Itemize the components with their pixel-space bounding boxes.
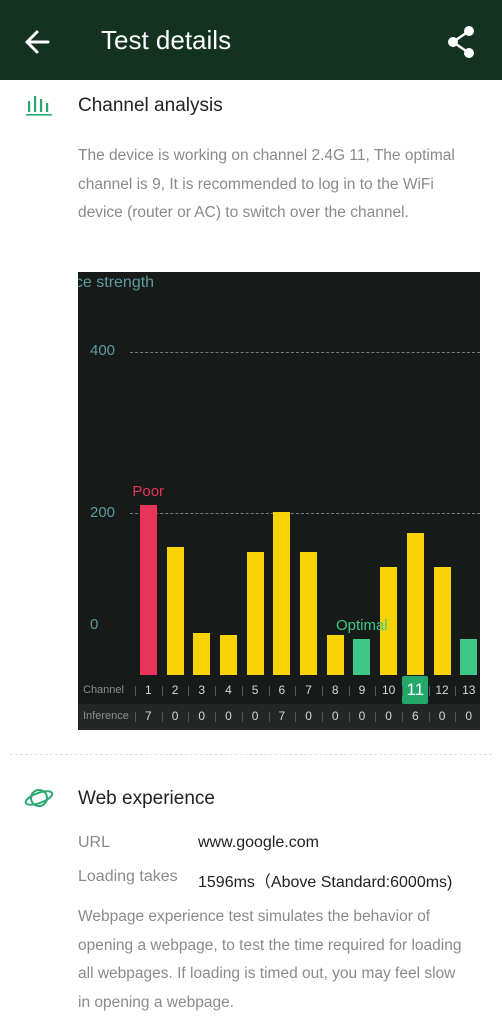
channel-row-separator — [321, 686, 323, 696]
y-tick-0: 0 — [90, 616, 99, 633]
inference-row-separator — [215, 712, 217, 722]
share-button[interactable] — [440, 22, 484, 62]
y-tick-400: 400 — [90, 342, 116, 359]
channel-row-separator — [188, 686, 190, 696]
inference-value-5: 0 — [251, 709, 259, 723]
channel-row-separator — [348, 686, 350, 696]
channel-label-3: 3 — [198, 683, 206, 697]
inference-row-separator — [375, 712, 377, 722]
bar-channel-10 — [380, 566, 398, 675]
inference-row-separator — [295, 712, 297, 722]
channel-label-9: 9 — [358, 683, 366, 697]
channel-analysis-description: The device is working on channel 2.4G 11… — [78, 147, 455, 221]
bar-channel-8 — [326, 634, 344, 675]
channel-label-5: 5 — [251, 683, 259, 697]
inference-row-separator — [161, 712, 163, 722]
inference-row-separator — [428, 712, 430, 722]
channel-row-separator — [295, 686, 297, 696]
inference-row-label: Inference — [83, 710, 129, 722]
arrow-left-icon — [25, 30, 50, 54]
channel-analysis-title: Channel analysis — [78, 95, 223, 116]
web-experience-title: Web experience — [78, 788, 215, 809]
inference-value-7: 0 — [305, 709, 312, 723]
bar-channel-7 — [300, 552, 318, 675]
channel-row-separator — [241, 686, 243, 696]
inference-value-10: 0 — [385, 709, 392, 723]
app-bar: Test details — [0, 0, 502, 80]
channel-label-12: 12 — [435, 683, 449, 697]
inference-row-separator — [188, 712, 190, 722]
inference-value-12: 0 — [438, 709, 446, 723]
planet-icon — [24, 789, 54, 807]
inference-value-1: 7 — [145, 709, 152, 723]
inference-value-4: 0 — [225, 709, 232, 723]
channel-label-7: 7 — [305, 683, 312, 697]
bar-annotation-9: Optimal — [335, 617, 388, 635]
chart-y-axis-label: nce strength — [78, 274, 155, 291]
web-experience-description: Webpage experience test simulates the be… — [78, 908, 462, 1011]
channel-row-label: Channel — [83, 684, 124, 696]
bar-channel-1 — [139, 505, 157, 675]
inference-row: Inference 7 0 0 0 0 7 0 0 0 0 6 0 0 — [78, 704, 480, 730]
gridline-400 — [130, 352, 480, 353]
inference-row-separator — [455, 712, 457, 722]
inference-row-separator — [402, 712, 403, 722]
channel-row-separator — [375, 686, 377, 696]
bar-channel-4 — [219, 634, 237, 675]
channel-label-13: 13 — [462, 683, 476, 697]
url-value: www.google.com — [198, 834, 319, 851]
loading-label: Loading takes — [78, 868, 178, 885]
bar-channel-3 — [193, 633, 211, 675]
back-button[interactable] — [18, 22, 60, 62]
channel-label-4: 4 — [225, 683, 232, 697]
inference-row-separator — [135, 712, 136, 722]
inference-value-9: 0 — [358, 709, 366, 723]
bar-channel-12 — [433, 566, 451, 675]
channel-row-separator — [455, 686, 457, 696]
bar-annotation-1: Poor — [132, 483, 165, 501]
url-label: URL — [78, 834, 111, 851]
section-divider — [10, 754, 492, 755]
inference-row-separator — [241, 712, 243, 722]
loading-value: 1596ms（Above Standard:6000ms) — [198, 874, 453, 891]
bar-channel-9 — [353, 639, 371, 675]
channel-row-separator — [402, 686, 403, 696]
inference-row-separator — [321, 712, 323, 722]
channel-row-separator — [215, 686, 217, 696]
inference-value-3: 0 — [198, 709, 206, 723]
bar-chart-icon — [26, 96, 52, 116]
inference-value-6: 7 — [278, 709, 286, 723]
channel-label-2: 2 — [171, 683, 179, 697]
channel-label-6: 6 — [278, 683, 286, 697]
inference-value-11: 6 — [412, 709, 419, 723]
inference-value-2: 0 — [171, 709, 179, 723]
share-icon — [448, 26, 474, 58]
channel-row-separator — [135, 686, 136, 696]
inference-value-8: 0 — [331, 709, 339, 723]
channel-label-1: 1 — [145, 683, 152, 697]
inference-row-separator — [268, 712, 270, 722]
bar-channel-5 — [246, 552, 264, 675]
bar-channel-11 — [406, 532, 424, 675]
y-tick-200: 200 — [90, 504, 116, 521]
channel-row-separator — [428, 686, 430, 696]
channel-label-10: 10 — [381, 683, 396, 697]
page-title: Test details — [101, 25, 232, 55]
channel-row-separator — [161, 686, 163, 696]
gridline-200 — [130, 513, 480, 514]
channel-row: Channel 1 2 3 4 5 6 7 8 9 10 11 12 13 — [78, 676, 480, 704]
channel-label-11: 11 — [402, 676, 429, 704]
inference-value-13: 0 — [465, 709, 473, 723]
bar-channel-13 — [460, 639, 478, 675]
bar-channel-2 — [166, 547, 184, 675]
inference-row-separator — [348, 712, 350, 722]
channel-label-8: 8 — [331, 683, 339, 697]
bar-channel-6 — [273, 511, 291, 675]
channel-row-separator — [268, 686, 270, 696]
